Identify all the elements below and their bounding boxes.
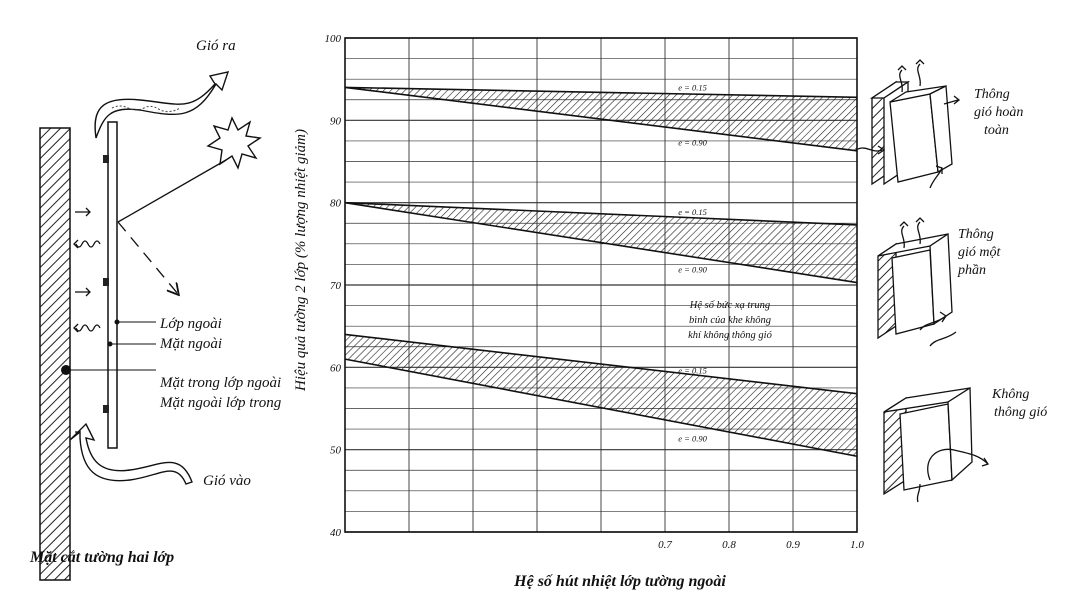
series-label: e = 0.15 bbox=[678, 83, 707, 93]
chart-series-lines bbox=[344, 86, 858, 458]
no-ventilation-label-1: Không bbox=[991, 387, 1029, 402]
spacer bbox=[103, 405, 109, 413]
series-line-no_ventilation bbox=[344, 333, 858, 395]
chart-annotation: Hệ số bức xạ trung bình của khe không kh… bbox=[688, 300, 772, 341]
series-label: e = 0.15 bbox=[678, 207, 707, 217]
series-line-full_ventilation bbox=[344, 86, 858, 99]
wind-out-arrow-icon bbox=[94, 71, 230, 139]
series-line-partial_ventilation bbox=[344, 201, 858, 226]
series-line-full_ventilation bbox=[344, 86, 858, 152]
series-labels: e = 0.15 e = 0.90 e = 0.15 e = 0.90 e = 0.15… bbox=[678, 83, 707, 444]
partial-ventilation-panel-icon bbox=[877, 217, 957, 347]
incoming-radiation-ray bbox=[117, 159, 227, 223]
inner-wall bbox=[39, 127, 71, 581]
section-title: Mặt cắt tường hai lớp bbox=[29, 549, 174, 566]
partial-ventilation-label-3: phần bbox=[957, 263, 986, 278]
spacer bbox=[103, 278, 109, 286]
sun-icon bbox=[206, 116, 262, 170]
y-tick-label: 100 bbox=[325, 33, 342, 45]
x-tick-label: 1.0 bbox=[850, 539, 864, 551]
wind-in-label: Gió vào bbox=[203, 473, 251, 489]
y-tick-label: 40 bbox=[330, 527, 342, 539]
full-ventilation-panel-icon bbox=[855, 59, 961, 189]
no-ventilation-label-2: thông gió bbox=[994, 405, 1047, 420]
annotation-line-1: Hệ số bức xạ trung bbox=[689, 300, 770, 311]
x-tick-labels: 0.7 0.8 0.9 1.0 bbox=[658, 539, 864, 551]
x-axis-label: Hệ số hút nhiệt lớp tường ngoài bbox=[513, 573, 726, 590]
annotation-line-3: khí không thông gió bbox=[688, 330, 772, 341]
reflected-radiation-ray bbox=[117, 221, 178, 294]
series-label: e = 0.15 bbox=[678, 365, 707, 375]
heat-flow-arrows bbox=[73, 207, 101, 437]
no-ventilation-panel-icon bbox=[883, 386, 990, 503]
y-tick-label: 80 bbox=[330, 198, 342, 210]
y-tick-label: 50 bbox=[330, 445, 342, 457]
y-tick-label: 90 bbox=[330, 115, 342, 127]
series-label: e = 0.90 bbox=[678, 265, 707, 275]
x-tick-label: 0.9 bbox=[786, 539, 800, 551]
series-line-partial_ventilation bbox=[344, 201, 858, 284]
y-axis-label: Hiệu quả tường 2 lớp (% lượng nhiệt giảm… bbox=[293, 129, 309, 392]
y-tick-label: 60 bbox=[330, 362, 342, 374]
spacer bbox=[103, 155, 109, 163]
full-ventilation-label-1: Thông bbox=[974, 87, 1010, 102]
inner-surface-outer-layer-label: Mặt trong lớp ngoài bbox=[159, 375, 281, 391]
full-ventilation-label-2: gió hoàn bbox=[974, 105, 1023, 120]
series-label: e = 0.90 bbox=[678, 137, 707, 147]
band-no_ventilation bbox=[345, 334, 857, 457]
outer-layer-panel bbox=[107, 121, 118, 449]
wall-section-diagram: Gió ra Gió vào Lớp ngoài Mặt ngoài Mặt t… bbox=[29, 38, 282, 581]
full-ventilation-label-3: toàn bbox=[984, 123, 1009, 138]
outer-surface-inner-layer-label: Mặt ngoài lớp trong bbox=[159, 395, 282, 411]
y-tick-label: 70 bbox=[330, 280, 342, 292]
partial-ventilation-label-1: Thông bbox=[958, 227, 994, 242]
plot-frame bbox=[344, 37, 858, 533]
annotation-line-2: bình của khe không bbox=[689, 315, 771, 326]
wind-in-arrow-icon bbox=[69, 422, 193, 485]
partial-ventilation-label-2: gió một bbox=[958, 245, 1002, 260]
x-tick-label: 0.8 bbox=[722, 539, 736, 551]
outer-layer-label: Lớp ngoài bbox=[159, 316, 222, 332]
series-line-no_ventilation bbox=[344, 358, 858, 458]
y-tick-labels: 40 50 60 70 80 90 100 bbox=[325, 33, 342, 539]
series-label: e = 0.90 bbox=[678, 434, 707, 444]
x-tick-label: 0.7 bbox=[658, 539, 672, 551]
outer-surface-label: Mặt ngoài bbox=[159, 336, 222, 352]
ventilation-icons: Thông gió hoàn toàn Thông gió một phần K… bbox=[855, 59, 1047, 503]
wind-out-label: Gió ra bbox=[196, 38, 236, 54]
